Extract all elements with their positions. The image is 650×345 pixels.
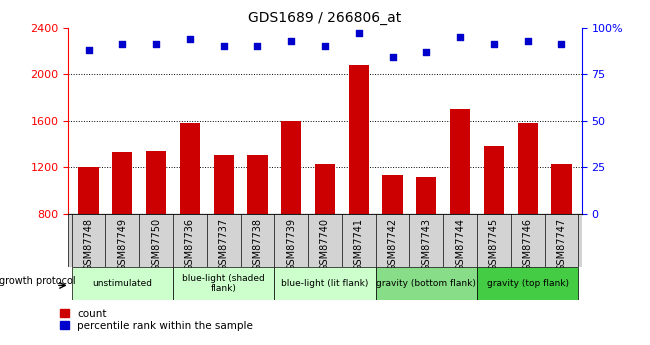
Text: GSM87740: GSM87740	[320, 218, 330, 270]
Point	[151, 42, 161, 47]
Point	[354, 30, 364, 36]
Text: GSM87736: GSM87736	[185, 218, 195, 270]
Point	[455, 34, 465, 40]
Bar	[274, 267, 376, 300]
Point	[252, 43, 263, 49]
Point	[421, 49, 432, 55]
Point	[286, 38, 296, 43]
Text: GSM87737: GSM87737	[218, 218, 229, 271]
Text: GSM87744: GSM87744	[455, 218, 465, 270]
Point	[556, 42, 567, 47]
Text: GSM87742: GSM87742	[387, 218, 398, 271]
Text: GSM87743: GSM87743	[421, 218, 432, 270]
Bar	[281, 121, 302, 214]
Point	[320, 43, 330, 49]
Bar	[450, 109, 470, 214]
Point	[523, 38, 533, 43]
Bar	[382, 176, 403, 214]
Bar	[376, 267, 477, 300]
Bar	[72, 267, 173, 300]
Bar	[213, 155, 234, 214]
Bar	[416, 177, 437, 214]
Text: gravity (top flank): gravity (top flank)	[487, 279, 569, 288]
Text: GSM87749: GSM87749	[117, 218, 127, 270]
Bar	[79, 167, 99, 214]
Title: GDS1689 / 266806_at: GDS1689 / 266806_at	[248, 11, 402, 25]
Text: unstimulated: unstimulated	[92, 279, 152, 288]
Text: GSM87741: GSM87741	[354, 218, 364, 270]
Text: GSM87747: GSM87747	[556, 218, 567, 271]
Text: blue-light (shaded
flank): blue-light (shaded flank)	[182, 274, 265, 294]
Text: GSM87750: GSM87750	[151, 218, 161, 271]
Point	[489, 42, 499, 47]
Text: blue-light (lit flank): blue-light (lit flank)	[281, 279, 369, 288]
Bar	[180, 123, 200, 214]
Bar	[68, 214, 582, 267]
Bar	[477, 267, 578, 300]
Bar	[551, 164, 571, 214]
Text: GSM87748: GSM87748	[83, 218, 94, 270]
Text: GSM87738: GSM87738	[252, 218, 263, 270]
Text: GSM87746: GSM87746	[523, 218, 533, 270]
Bar	[484, 146, 504, 214]
Text: GSM87739: GSM87739	[286, 218, 296, 270]
Point	[117, 42, 127, 47]
Bar	[173, 267, 274, 300]
Point	[83, 47, 94, 53]
Point	[387, 55, 398, 60]
Bar	[517, 123, 538, 214]
Text: GSM87745: GSM87745	[489, 218, 499, 271]
Text: growth protocol: growth protocol	[0, 276, 76, 286]
Bar	[348, 65, 369, 214]
Point	[218, 43, 229, 49]
Bar	[112, 152, 133, 214]
Bar	[315, 164, 335, 214]
Bar	[146, 151, 166, 214]
Bar	[247, 155, 268, 214]
Text: gravity (bottom flank): gravity (bottom flank)	[376, 279, 476, 288]
Point	[185, 36, 195, 41]
Legend: count, percentile rank within the sample: count, percentile rank within the sample	[60, 309, 253, 331]
